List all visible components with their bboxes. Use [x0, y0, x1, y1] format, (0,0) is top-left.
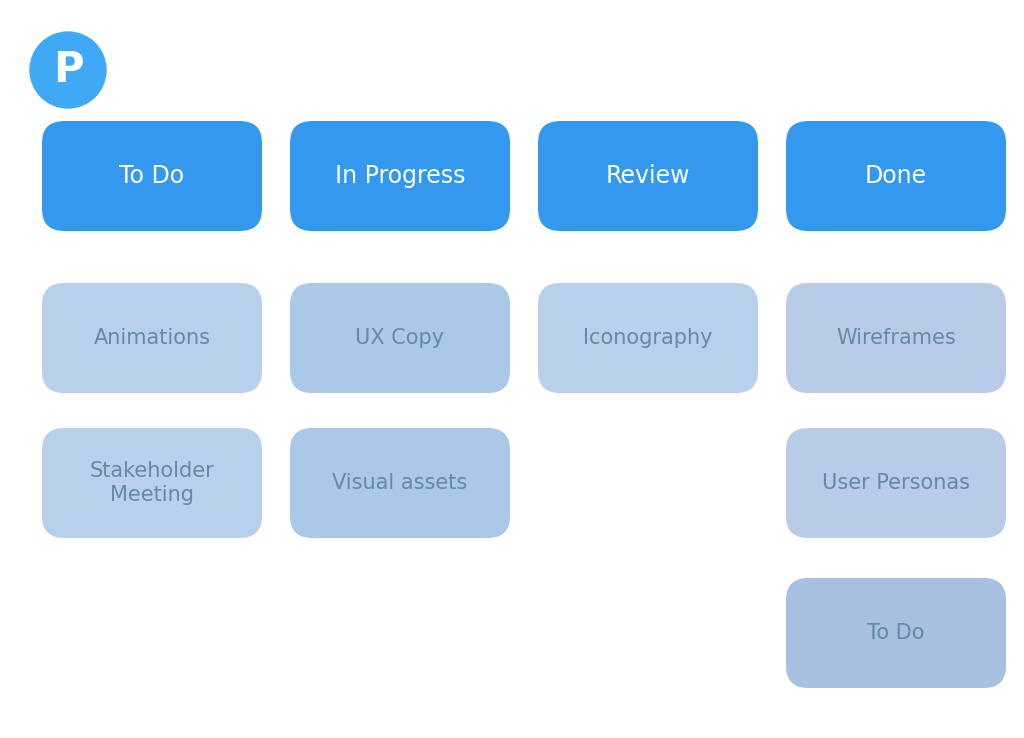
FancyBboxPatch shape [290, 283, 510, 393]
Text: Done: Done [865, 164, 927, 188]
FancyBboxPatch shape [42, 428, 262, 538]
Text: Wireframes: Wireframes [837, 328, 955, 348]
FancyBboxPatch shape [786, 428, 1006, 538]
Text: Animations: Animations [93, 328, 211, 348]
Text: Visual assets: Visual assets [333, 473, 468, 493]
FancyBboxPatch shape [538, 121, 758, 231]
FancyBboxPatch shape [538, 283, 758, 393]
Text: Review: Review [606, 164, 690, 188]
FancyBboxPatch shape [290, 428, 510, 538]
Circle shape [30, 32, 106, 108]
Text: Stakeholder
Meeting: Stakeholder Meeting [90, 461, 214, 505]
FancyBboxPatch shape [786, 578, 1006, 688]
FancyBboxPatch shape [290, 121, 510, 231]
Text: To Do: To Do [120, 164, 184, 188]
FancyBboxPatch shape [786, 121, 1006, 231]
FancyBboxPatch shape [786, 283, 1006, 393]
FancyBboxPatch shape [42, 283, 262, 393]
Text: Iconography: Iconography [584, 328, 713, 348]
Text: User Personas: User Personas [822, 473, 970, 493]
Text: In Progress: In Progress [335, 164, 465, 188]
FancyBboxPatch shape [42, 121, 262, 231]
Text: UX Copy: UX Copy [355, 328, 444, 348]
Text: To Do: To Do [867, 623, 925, 643]
Text: P: P [52, 49, 83, 91]
